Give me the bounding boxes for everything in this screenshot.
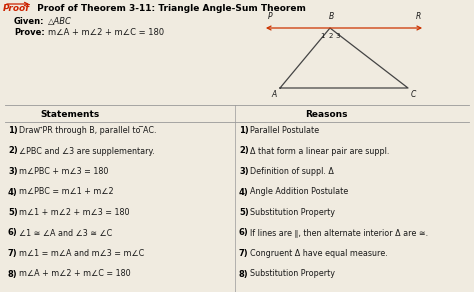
Text: m∠1 + m∠2 + m∠3 = 180: m∠1 + m∠2 + m∠3 = 180 [19,208,129,217]
Text: Proof of Theorem 3-11: Triangle Angle-Sum Theorem: Proof of Theorem 3-11: Triangle Angle-Su… [34,4,306,13]
Text: ∠PBC and ∠3 are supplementary.: ∠PBC and ∠3 are supplementary. [19,147,155,156]
Text: 7): 7) [239,249,249,258]
Text: 5): 5) [8,208,18,217]
Text: Statements: Statements [40,110,100,119]
Text: 8): 8) [239,270,249,279]
Text: Prove:: Prove: [14,28,45,37]
Text: Substitution Property: Substitution Property [250,270,335,279]
Text: Congruent Δ have equal measure.: Congruent Δ have equal measure. [250,249,388,258]
Text: 8): 8) [8,270,18,279]
Text: Reasons: Reasons [305,110,347,119]
Text: 1: 1 [320,33,324,39]
Text: 3): 3) [8,167,18,176]
Text: 2: 2 [329,33,333,39]
Text: Proof: Proof [3,4,30,13]
Text: m∠1 = m∠A and m∠3 = m∠C: m∠1 = m∠A and m∠3 = m∠C [19,249,144,258]
Text: 2): 2) [239,147,249,156]
Text: Δ that form a linear pair are suppl.: Δ that form a linear pair are suppl. [250,147,389,156]
Text: Given:: Given: [14,17,45,26]
Text: 7): 7) [8,249,18,258]
Text: B: B [328,12,334,21]
Text: 2): 2) [8,147,18,156]
Text: ∠1 ≅ ∠A and ∠3 ≅ ∠C: ∠1 ≅ ∠A and ∠3 ≅ ∠C [19,229,112,237]
Text: m∠PBC + m∠3 = 180: m∠PBC + m∠3 = 180 [19,167,109,176]
Text: 5): 5) [239,208,249,217]
Text: m∠PBC = m∠1 + m∠2: m∠PBC = m∠1 + m∠2 [19,187,114,197]
Text: 6): 6) [239,229,249,237]
Text: Angle Addition Postulate: Angle Addition Postulate [250,187,348,197]
Text: 1): 1) [239,126,249,135]
Text: Draw ⃗PR through B, parallel to ̅AC.: Draw ⃗PR through B, parallel to ̅AC. [19,126,156,135]
Text: 1): 1) [8,126,18,135]
Text: 3): 3) [239,167,249,176]
Text: If lines are ∥, then alternate interior Δ are ≅.: If lines are ∥, then alternate interior … [250,229,428,237]
Text: R: R [415,12,420,21]
Text: △ABC: △ABC [48,17,72,26]
Text: 4): 4) [8,187,18,197]
Text: P: P [268,12,272,21]
Text: Parallel Postulate: Parallel Postulate [250,126,319,135]
Text: 6): 6) [8,229,18,237]
Text: C: C [411,90,416,99]
Text: m∠A + m∠2 + m∠C = 180: m∠A + m∠2 + m∠C = 180 [19,270,131,279]
Text: 3: 3 [336,33,340,39]
Text: 4): 4) [239,187,249,197]
Text: A: A [272,90,277,99]
Text: Substitution Property: Substitution Property [250,208,335,217]
Text: m∠A + m∠2 + m∠C = 180: m∠A + m∠2 + m∠C = 180 [48,28,164,37]
Text: Definition of suppl. Δ: Definition of suppl. Δ [250,167,334,176]
